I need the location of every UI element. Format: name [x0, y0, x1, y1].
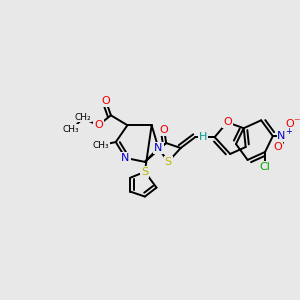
Text: ⁻: ⁻	[293, 116, 299, 129]
Text: Cl: Cl	[260, 162, 271, 172]
Text: O: O	[273, 142, 282, 152]
Text: S: S	[165, 157, 172, 167]
Text: O: O	[223, 117, 232, 127]
Text: S: S	[141, 167, 148, 177]
Text: +: +	[285, 127, 292, 136]
Text: N: N	[154, 143, 163, 153]
Text: N: N	[121, 153, 130, 163]
Text: O: O	[160, 125, 169, 135]
Text: CH₃: CH₃	[93, 140, 110, 149]
Text: O: O	[102, 97, 110, 106]
Text: N: N	[277, 131, 286, 141]
Text: CH₃: CH₃	[63, 125, 80, 134]
Text: O: O	[285, 119, 294, 129]
Text: O: O	[94, 120, 103, 130]
Text: CH₂: CH₂	[74, 113, 91, 122]
Text: H: H	[199, 132, 207, 142]
